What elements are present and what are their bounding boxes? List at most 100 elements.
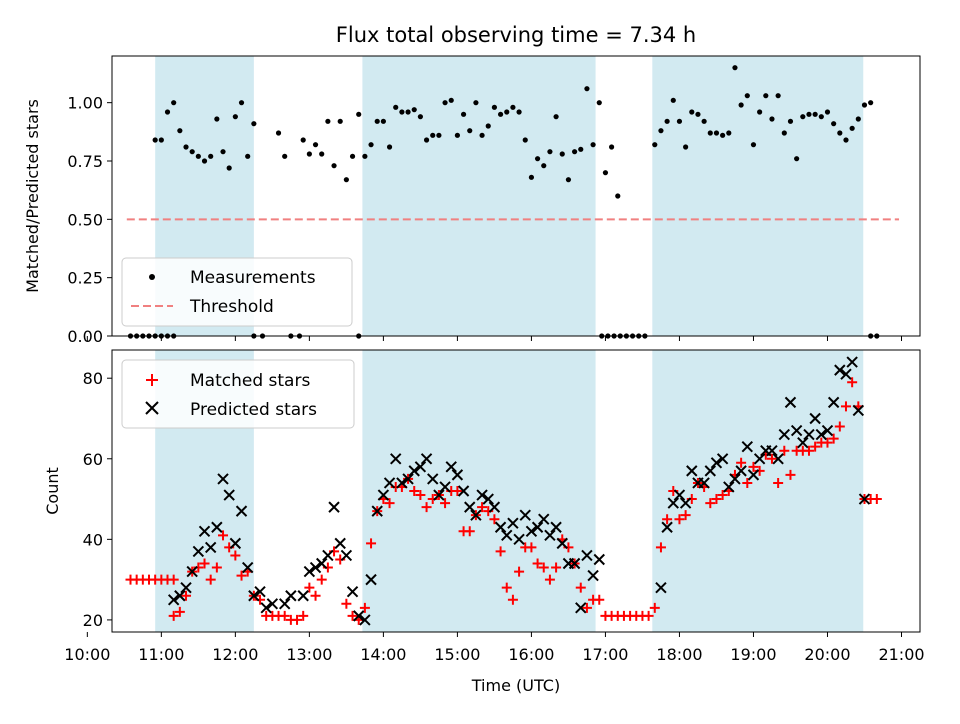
predicted-star-marker [661,521,673,533]
predicted-star-marker [309,561,322,574]
legend-swatch-measurements [149,274,155,280]
matched-star-marker [168,610,179,621]
predicted-star-marker [790,424,803,437]
predicted-star-marker [809,412,821,425]
predicted-star-marker [513,533,525,546]
matched-star-marker [366,538,377,549]
measurement-point [794,156,800,162]
matched-star-marker [168,574,179,585]
predicted-star-marker [322,549,334,562]
measurement-point [411,107,417,113]
measurement-point [769,116,775,122]
matched-star-marker [384,498,395,509]
predicted-star-marker [827,396,840,409]
matched-star-marker [526,542,537,553]
measurement-point [541,163,547,169]
matched-star-marker [828,433,839,444]
measurement-point [596,100,602,106]
predicted-star-marker [531,521,544,533]
measurement-point [442,100,448,106]
shaded-interval-2 [652,56,864,336]
predicted-star-marker [278,598,291,610]
measurement-point [683,144,689,150]
predicted-star-marker [852,404,865,417]
predicted-star-marker [704,465,716,477]
x-tick-label: 11:00 [138,645,184,664]
x-tick-label: 21:00 [878,645,924,664]
top-shaded-intervals [155,56,864,336]
top-y-axis-label: Matched/Predicted stars [23,99,42,293]
x-tick-label: 12:00 [212,645,258,664]
predicted-star-marker [167,594,180,606]
measurement-point [245,153,251,159]
measurement-point [609,144,615,150]
measurement-point [183,144,189,150]
predicted-star-marker [834,364,846,376]
matched-star-marker [662,514,673,525]
measurement-point [497,111,504,117]
predicted-star-marker [445,461,457,473]
predicted-star-marker [821,424,834,437]
matched-star-marker [230,550,241,561]
measurement-point [522,137,528,143]
predicted-star-marker [241,561,254,574]
predicted-star-marker [679,497,692,509]
measurement-point [312,142,319,148]
predicted-star-marker [488,501,501,513]
measurement-point [547,149,553,155]
matched-star-marker [655,542,666,553]
bottom-legend: Matched stars Predicted stars [121,359,355,429]
measurement-point [732,65,738,71]
predicted-star-marker [316,557,328,570]
predicted-star-marker [260,602,272,614]
predicted-star-marker [377,489,390,501]
measurement-point [868,100,874,106]
measurement-point [220,149,226,155]
measurement-point [726,130,732,136]
measurement-point [658,128,664,134]
predicted-star-marker [328,501,340,513]
bottom-series [125,356,882,626]
predicted-star-marker [815,428,828,441]
matched-star-marker [279,610,290,621]
measurement-point [744,93,750,99]
matched-star-marker [292,614,303,625]
x-tick-label: 13:00 [286,645,332,664]
measurement-point [578,146,584,152]
matched-star-marker [341,598,352,609]
matched-star-marker [773,477,784,488]
predicted-star-marker [353,610,365,622]
matched-star-marker [211,562,222,573]
measurement-point [331,163,337,169]
predicted-star-marker [729,473,741,485]
predicted-star-marker [655,581,667,594]
measurement-point [695,111,701,117]
measurement-point [177,128,183,134]
predicted-star-marker [266,598,279,610]
measurement-point [386,144,393,150]
predicted-star-marker [846,356,858,368]
measurement-point [584,86,590,92]
predicted-star-marker [204,541,217,554]
matched-star-marker [736,457,747,468]
measurement-point [763,93,769,99]
bottom-legend-box [121,359,355,429]
predicted-star-marker [371,505,383,517]
predicted-star-marker [686,465,698,477]
measurement-point [362,153,368,159]
top-legend: Measurements Threshold [121,257,353,327]
matched-star-marker [199,558,210,569]
predicted-star-marker [778,428,791,441]
measurement-point [158,137,164,143]
predicted-star-marker [667,497,679,509]
matched-star-marker [421,502,432,513]
predicted-star-marker [741,440,754,453]
measurement-point [831,121,837,127]
predicted-star-marker [550,521,562,533]
measurement-point [757,109,763,115]
y-tick-label: 0.50 [67,210,103,229]
matched-star-marker [495,546,506,557]
measurement-point [380,118,386,124]
y-tick-label: 20 [83,611,103,630]
